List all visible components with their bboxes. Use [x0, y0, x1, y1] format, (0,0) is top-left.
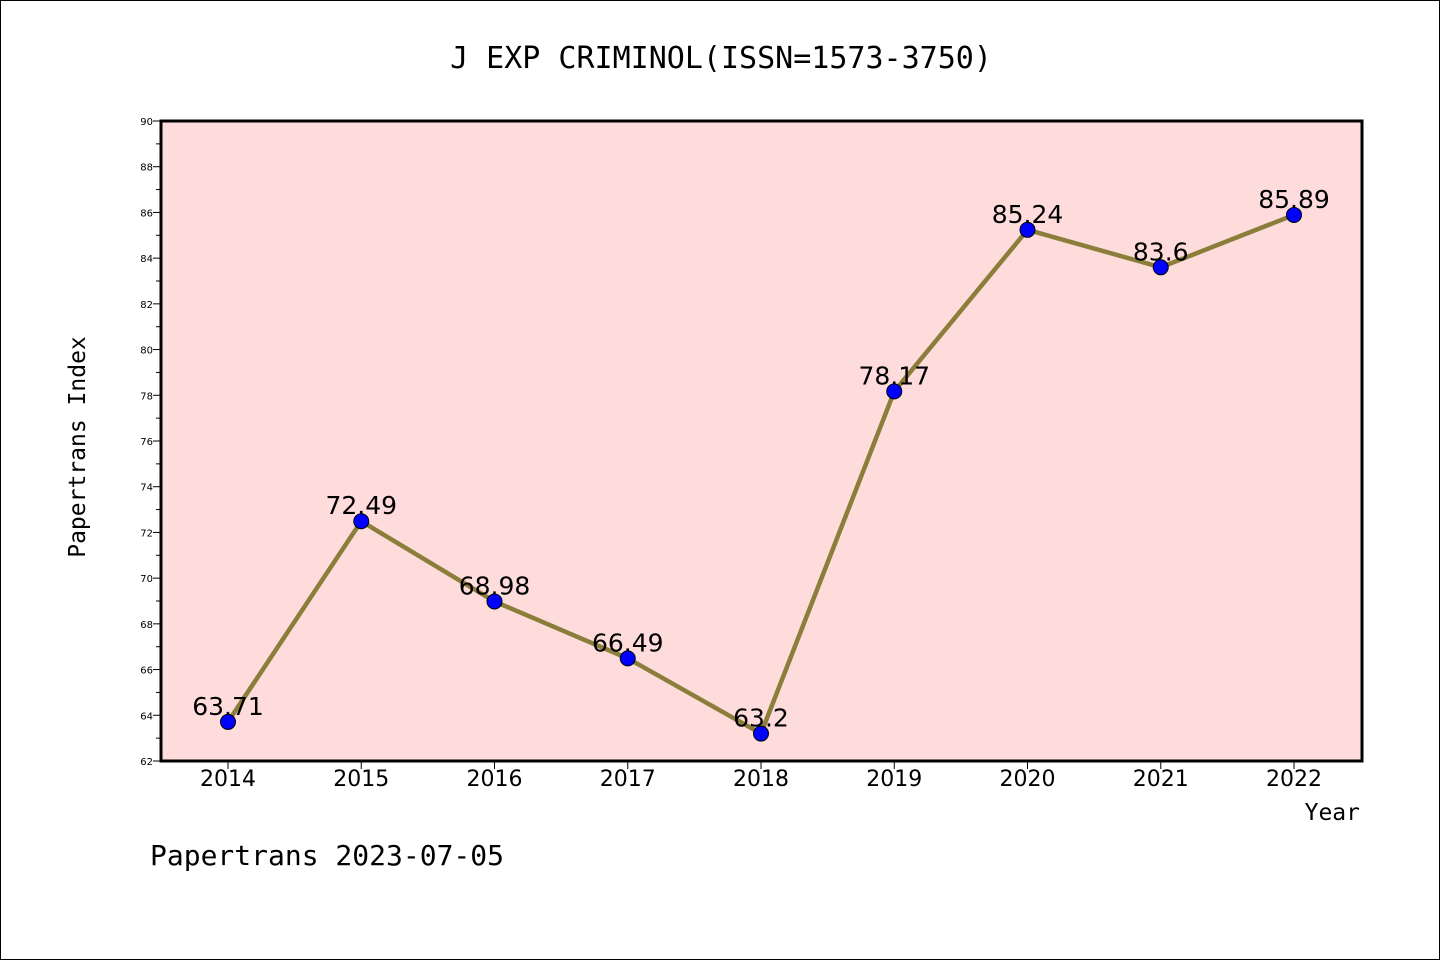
- data-labels: 63.71 72.49 68.98 66.49 63.2 78.17 85.24 83.6 85…: [192, 185, 1330, 733]
- data-label: 68.98: [459, 571, 531, 600]
- series-markers: [220, 206, 1302, 742]
- x-tick-label: 2014: [200, 767, 256, 792]
- data-point: [753, 725, 769, 742]
- chart-title: J EXP CRIMINOL(ISSN=1573-3750): [450, 41, 992, 76]
- data-point: [619, 650, 636, 667]
- data-label: 85.24: [992, 200, 1064, 229]
- data-point: [1019, 221, 1036, 238]
- y-tick-label: 86: [140, 208, 153, 219]
- y-tick-label: 82: [140, 300, 153, 311]
- x-tick-label: 2022: [1266, 767, 1322, 792]
- x-tick-label: 2016: [467, 767, 523, 792]
- y-tick-label: 72: [140, 528, 153, 539]
- y-tick-label: 90: [140, 117, 153, 128]
- data-label: 72.49: [325, 491, 397, 520]
- data-label: 63.71: [192, 692, 264, 721]
- data-point: [886, 383, 903, 400]
- x-tick-label: 2015: [333, 767, 389, 792]
- x-tick-label: 2021: [1133, 767, 1189, 792]
- x-tick-label: 2020: [1000, 767, 1056, 792]
- x-tick-label: 2019: [866, 767, 922, 792]
- y-tick-label: 64: [140, 711, 153, 722]
- y-tick-label: 66: [140, 666, 153, 677]
- footer-watermark: Papertrans 2023-07-05: [150, 839, 504, 872]
- data-point: [1152, 259, 1169, 276]
- data-point: [1286, 206, 1302, 223]
- y-tick-label: 70: [140, 574, 153, 585]
- data-label: 63.2: [733, 704, 789, 733]
- data-point: [220, 713, 236, 730]
- y-tick-label: 76: [140, 437, 153, 448]
- y-tick-label: 84: [140, 254, 153, 265]
- data-label: 83.6: [1133, 237, 1189, 266]
- data-label: 78.17: [858, 361, 930, 390]
- data-point: [353, 513, 370, 530]
- y-axis-label: Papertrans Index: [65, 336, 91, 558]
- y-tick-label: 80: [140, 346, 153, 357]
- data-point: [486, 593, 503, 610]
- plot-border: [159, 119, 1364, 763]
- plot-area: [161, 121, 1362, 761]
- x-tick-label: 2017: [600, 767, 656, 792]
- y-axis: 62 64 66 68 70 72 74 76 78 80 82 84 86 88 90: [140, 117, 161, 768]
- y-tick-label: 62: [140, 757, 153, 768]
- x-axis-label: Year: [1305, 800, 1360, 826]
- x-tick-label: 2018: [733, 767, 789, 792]
- data-label: 66.49: [592, 628, 664, 657]
- data-label: 85.89: [1258, 185, 1330, 214]
- y-tick-label: 68: [140, 620, 153, 631]
- y-tick-label: 78: [140, 391, 153, 402]
- y-tick-label: 88: [140, 163, 153, 174]
- y-tick-label: 74: [140, 483, 153, 494]
- x-axis: 2014 2015 2016 2017 2018 2019 2020 2021 2022: [200, 761, 1322, 792]
